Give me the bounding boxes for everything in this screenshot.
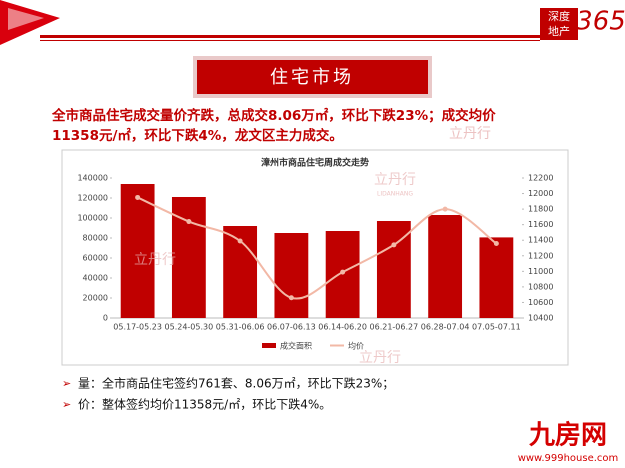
bar	[171, 197, 206, 318]
bullet-marker: ➢	[62, 398, 71, 411]
bar	[479, 237, 514, 318]
legend-label: 均价	[348, 341, 364, 351]
headline: 11358元/㎡，环比下跌4%，龙文区主力成交。	[52, 127, 343, 144]
line-marker	[135, 194, 141, 200]
y2-tick-label: 11000	[528, 267, 553, 276]
y2-tick-label: 10600	[528, 298, 553, 307]
y2-tick-label: 11400	[528, 236, 553, 245]
x-tick-label: 06.07-06.13	[267, 323, 316, 332]
line-marker	[391, 242, 397, 248]
chart: 0 20000 40000 60000 80000 100000 120000 140000 1…	[77, 174, 553, 351]
bar	[274, 233, 309, 318]
y2-tick-label: 11200	[528, 251, 553, 260]
legend-swatch	[262, 343, 276, 348]
y-tick-label: 40000	[83, 274, 108, 283]
watermark-latin: LIDANHANG	[377, 191, 413, 198]
y2-tick-label: 11800	[528, 205, 553, 214]
line-marker	[288, 295, 294, 301]
section-title-box	[193, 56, 432, 98]
line-marker	[237, 238, 243, 244]
bullet: 量：全市商品住宅签约761套、8.06万㎡，环比下跌23%；	[78, 376, 394, 391]
x-tick-label: 05.24-05.30	[165, 323, 214, 332]
x-tick-label: 05.31-06.06	[216, 323, 265, 332]
header-rule	[40, 35, 540, 38]
header-rule	[40, 40, 540, 41]
line-marker	[186, 219, 192, 225]
x-tick-label: 06.28-07.04	[421, 323, 470, 332]
line-marker	[493, 240, 499, 246]
y-tick-label: 140000	[77, 174, 108, 183]
logo-number: 365	[576, 7, 625, 37]
y-tick-label: 120000	[77, 194, 108, 203]
watermark: 立丹行	[134, 252, 176, 268]
watermark: 立丹行	[359, 350, 401, 366]
x-tick-label: 07.05-07.11	[472, 323, 521, 332]
section-title: 住宅市场	[270, 67, 354, 88]
legend-label: 成交面积	[280, 341, 312, 351]
line-marker	[340, 269, 346, 275]
bar	[428, 215, 463, 318]
bar	[120, 184, 155, 318]
y2-tick-label: 10800	[528, 282, 553, 291]
y-tick-label: 0	[103, 314, 108, 323]
bullet: 价：整体签约均价11358元/㎡，环比下跌4%。	[78, 397, 331, 412]
y2-tick-label: 11600	[528, 220, 553, 229]
footer-watermark: 九房网	[528, 421, 607, 451]
watermark: 立丹行	[374, 172, 416, 188]
y-tick-label: 100000	[77, 214, 108, 223]
x-tick-label: 05.17-05.23	[113, 323, 162, 332]
logo-top: 深度	[548, 9, 570, 23]
y2-tick-label: 12200	[528, 174, 553, 183]
watermark: 立丹行	[449, 126, 491, 142]
logo-bottom: 地产	[548, 24, 570, 38]
chart-title: 漳州市商品住宅周成交走势	[261, 157, 369, 169]
bullet-marker: ➢	[62, 377, 71, 390]
y2-tick-label: 12000	[528, 189, 553, 198]
x-tick-label: 06.14-06.20	[318, 323, 367, 332]
y-tick-label: 60000	[83, 254, 108, 263]
logo-box	[540, 8, 578, 40]
y-tick-label: 20000	[83, 294, 108, 303]
y2-tick-label: 10400	[528, 314, 553, 323]
line-marker	[442, 206, 448, 212]
flag-logo-inner	[8, 8, 44, 30]
y-tick-label: 80000	[83, 234, 108, 243]
headline: 全市商品住宅成交量价齐跌，总成交8.06万㎡，环比下跌23%；成交均价	[51, 107, 496, 124]
line	[137, 196, 497, 300]
footer-url: www.999house.com	[518, 453, 619, 464]
x-tick-label: 06.21-06.27	[370, 323, 419, 332]
